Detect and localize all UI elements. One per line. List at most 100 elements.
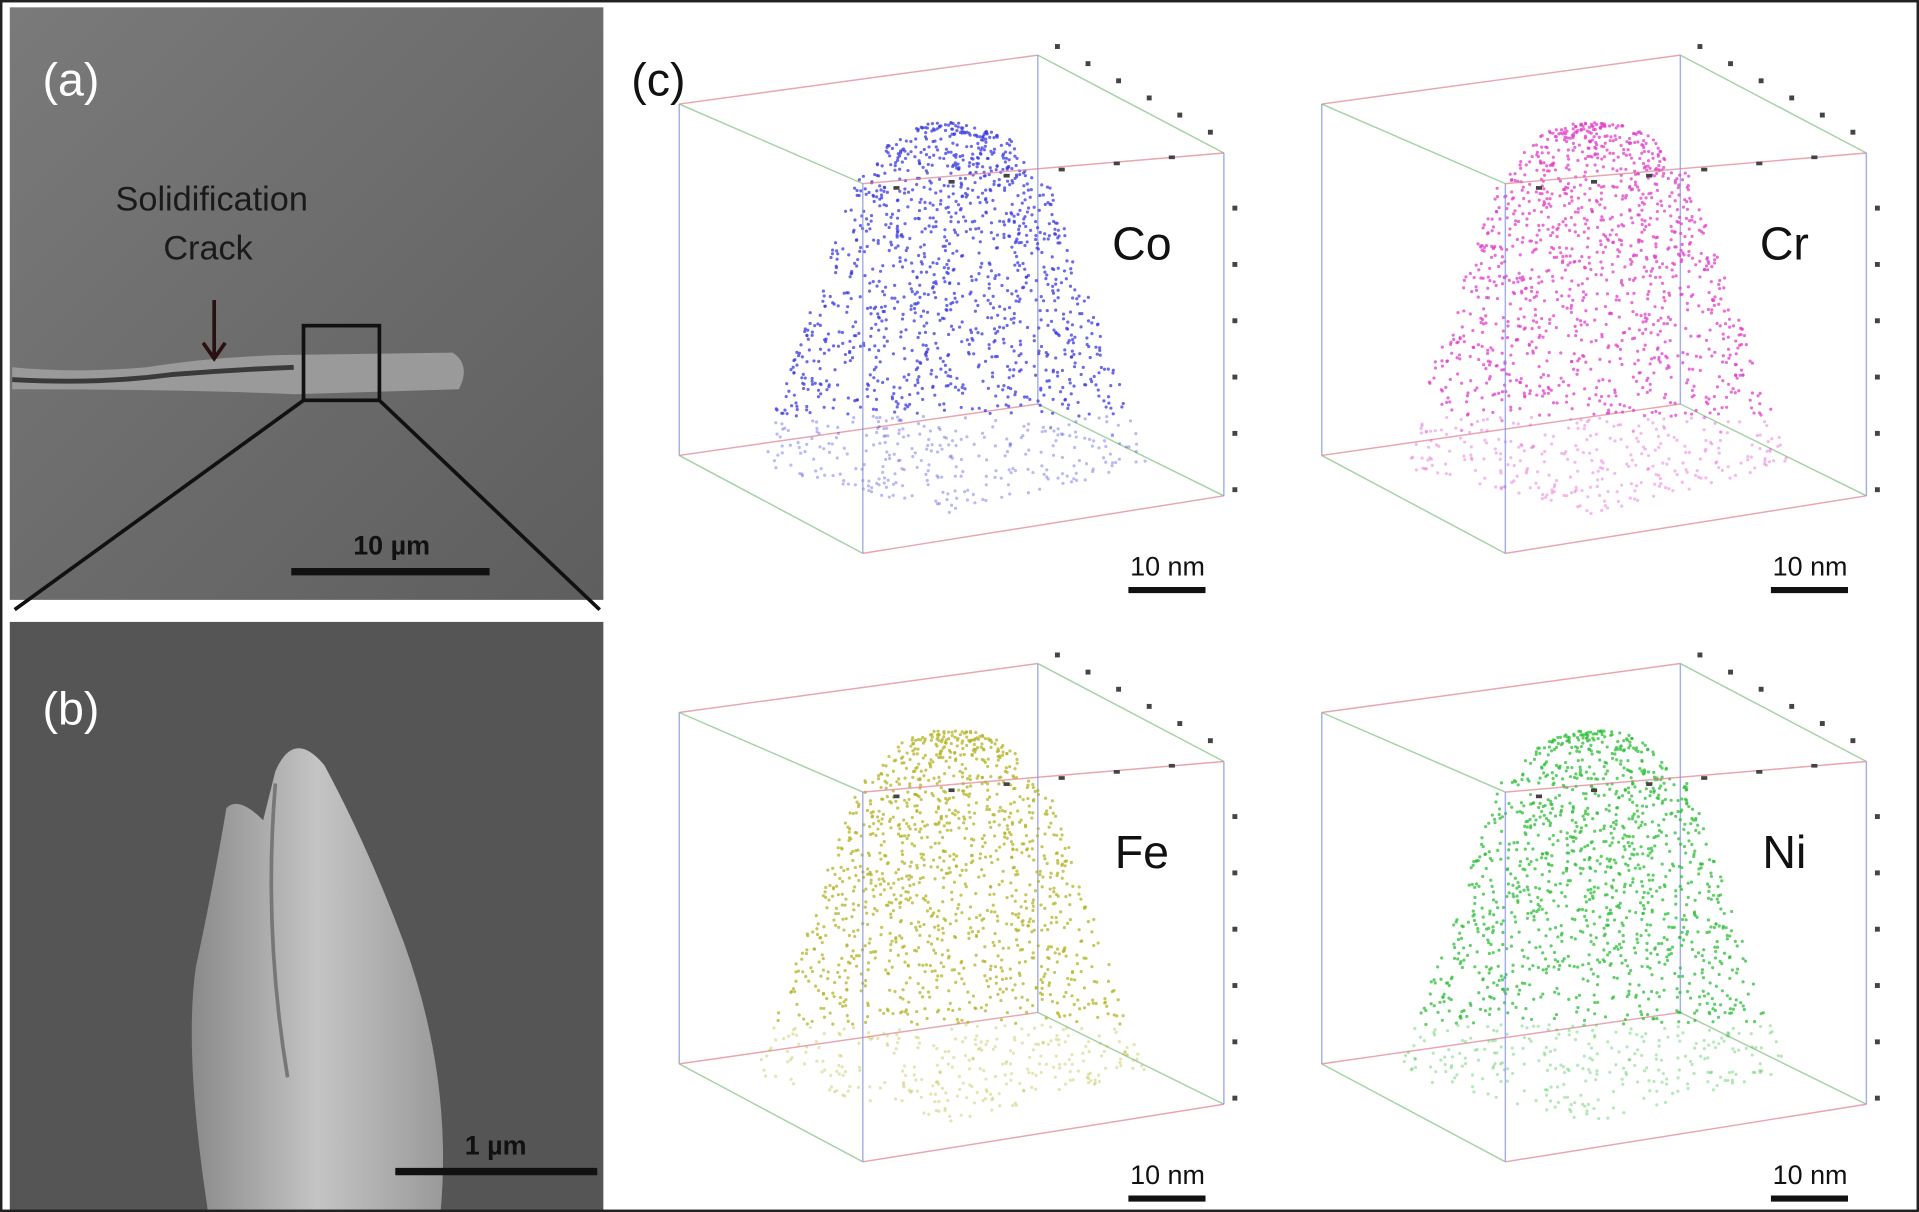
atom-dot <box>940 974 944 978</box>
atom-dot <box>948 134 952 138</box>
atom-dot <box>1024 281 1028 285</box>
atom-dot <box>1594 432 1598 436</box>
axis-tick <box>1146 703 1152 709</box>
atom-dot <box>835 1069 839 1073</box>
atom-dot <box>925 350 929 354</box>
atom-dot <box>947 866 951 870</box>
atom-dot <box>1053 299 1057 303</box>
atom-dot <box>879 771 883 776</box>
atom-dot <box>906 898 911 902</box>
atom-dot <box>869 334 873 338</box>
atom-dot <box>839 1054 843 1058</box>
atom-dot <box>971 994 976 998</box>
atom-dot <box>1703 449 1707 453</box>
atom-dot <box>1042 472 1046 476</box>
atom-dot <box>928 155 932 159</box>
atom-dot <box>816 922 820 926</box>
atom-dot <box>873 344 877 348</box>
atom-dot <box>1007 946 1011 950</box>
atom-dot <box>1731 324 1736 328</box>
atom-dot <box>969 843 974 848</box>
atom-dot <box>1042 265 1046 269</box>
atom-dot <box>1077 885 1081 889</box>
atom-dot <box>957 826 961 830</box>
atom-dot <box>1693 972 1697 976</box>
atom-dot <box>1016 809 1020 813</box>
atom-dot <box>911 749 915 753</box>
atom-dot <box>845 988 849 992</box>
atom-dot <box>928 179 932 183</box>
atom-dot <box>1052 328 1056 332</box>
atom-dot <box>954 199 958 203</box>
atom-dot <box>1561 132 1565 136</box>
atom-dot <box>1554 1067 1558 1071</box>
atom-dot <box>1528 389 1532 393</box>
atom-dot <box>1031 898 1036 902</box>
atom-dot <box>893 472 897 476</box>
atom-dot <box>787 1034 791 1038</box>
atom-dot <box>769 1046 773 1050</box>
atom-dot <box>912 1073 916 1077</box>
atom-dot <box>1025 395 1029 399</box>
atom-dot <box>836 304 840 308</box>
atom-dot <box>1486 231 1490 236</box>
atom-dot <box>1619 281 1623 285</box>
atom-dot <box>924 343 928 348</box>
atom-dot <box>965 743 969 748</box>
atom-dot <box>959 207 963 211</box>
atom-dot <box>766 450 770 454</box>
box-edge <box>1037 403 1225 497</box>
atom-dot <box>903 960 907 964</box>
atom-dot <box>1756 394 1760 398</box>
atom-dot <box>1027 854 1031 858</box>
atom-dot <box>1527 199 1531 203</box>
atom-dot <box>1046 956 1050 960</box>
atom-dot <box>1040 928 1044 932</box>
atom-dot <box>918 924 922 928</box>
atom-dot <box>1543 495 1548 500</box>
atom-dot <box>1019 905 1023 909</box>
atom-dot <box>885 1007 890 1011</box>
atom-dot <box>959 126 964 130</box>
atom-dot <box>914 1078 918 1082</box>
atom-dot <box>1570 247 1574 251</box>
atom-dot <box>1484 243 1489 248</box>
atom-dot <box>986 298 990 302</box>
atom-dot <box>830 442 834 446</box>
atom-dot <box>1594 307 1598 311</box>
atom-dot <box>911 775 915 779</box>
box-edge <box>1037 1011 1225 1105</box>
atom-dot <box>870 815 874 819</box>
atom-dot <box>885 795 889 799</box>
atom-dot <box>941 965 946 969</box>
atom-dot <box>1568 261 1572 265</box>
atom-dot <box>1004 1061 1008 1065</box>
atom-dot <box>1693 1046 1697 1050</box>
atom-dot <box>1097 1080 1101 1084</box>
atom-dot <box>1462 309 1466 313</box>
atom-dot <box>1547 202 1551 206</box>
atom-dot <box>1551 401 1556 405</box>
atom-dot <box>1005 323 1009 328</box>
atom-dot <box>1045 947 1050 951</box>
atom-dot <box>976 774 980 778</box>
atom-dot <box>1550 245 1554 250</box>
atom-dot <box>1043 270 1047 274</box>
atom-dot <box>1012 1035 1017 1040</box>
atom-dot <box>937 775 941 779</box>
atom-dot <box>848 349 852 354</box>
atom-dot <box>953 813 957 817</box>
atom-dot <box>1627 844 1632 848</box>
atom-dot <box>1055 947 1060 951</box>
atom-dot <box>1051 444 1055 448</box>
atom-dot <box>1022 424 1026 428</box>
atom-dot <box>1600 477 1604 481</box>
atom-dot <box>1627 817 1631 821</box>
atom-dot <box>926 469 930 473</box>
atom-dot <box>1487 363 1492 367</box>
atom-dot <box>930 791 934 796</box>
atom-dot <box>1048 887 1052 891</box>
atom-dot <box>986 386 990 390</box>
atom-dot <box>1611 151 1615 155</box>
atom-dot <box>1673 199 1677 203</box>
